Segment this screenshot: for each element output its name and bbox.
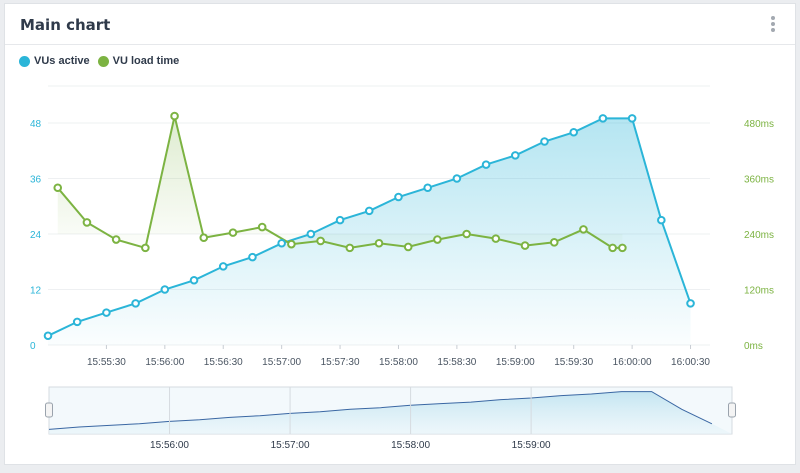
- vu-load-time-area: [57, 116, 623, 248]
- y-left-tick-label: 12: [30, 286, 42, 297]
- vu-load-time-point: [228, 228, 238, 237]
- y-right-tick-label: 240ms: [744, 230, 774, 241]
- legend-item-vu-load-time[interactable]: VU load time: [97, 55, 180, 67]
- vu-load-time-point: [316, 236, 325, 246]
- legend-label-load: VU load time: [112, 55, 180, 67]
- y-left-tick-label: 36: [30, 175, 42, 186]
- vu-load-time-point: [618, 243, 627, 253]
- legend-swatch-vus: [19, 55, 30, 67]
- vus-active-point: [160, 285, 170, 294]
- navigator-tick-label: 15:58:00: [391, 440, 430, 451]
- x-tick-label: 15:58:30: [437, 357, 476, 368]
- vus-active-point: [43, 331, 53, 341]
- vu-load-time-point: [287, 239, 296, 249]
- x-tick-label: 16:00:30: [671, 357, 710, 368]
- vus-active-point: [218, 262, 228, 271]
- header-divider: [5, 44, 795, 45]
- x-tick-label: 15:56:30: [204, 357, 243, 368]
- navigator-tick-label: 15:57:00: [271, 440, 310, 451]
- vus-active-point: [189, 275, 199, 285]
- y-left-tick-label: 24: [30, 230, 42, 241]
- vus-active-point: [72, 317, 82, 327]
- navigator-handle-left[interactable]: [45, 402, 53, 418]
- vu-load-time-point: [141, 243, 150, 253]
- vus-active-point: [452, 174, 462, 183]
- vus-active-point: [364, 206, 374, 216]
- vu-load-time-point: [53, 183, 63, 193]
- vus-active-area: [48, 118, 691, 345]
- chart-legend: VUs active VU load time: [19, 55, 179, 67]
- vus-active-point: [394, 192, 403, 202]
- navigator-area: [49, 391, 732, 434]
- x-tick-label: 15:59:00: [496, 357, 535, 368]
- vu-load-time-point: [403, 242, 413, 252]
- vu-load-time-point: [520, 241, 530, 250]
- vus-active-point: [686, 299, 695, 308]
- vu-load-time-point: [82, 218, 92, 227]
- vu-load-time-point: [199, 233, 209, 242]
- x-tick-label: 15:57:30: [321, 357, 360, 368]
- y-right-tick-label: 0ms: [744, 341, 763, 352]
- vus-active-point: [481, 160, 491, 169]
- vu-load-time-point: [549, 238, 559, 247]
- vus-active-point: [598, 114, 608, 123]
- vus-active-point: [102, 308, 111, 317]
- y-right-tick-label: 120ms: [744, 286, 774, 297]
- navigator-handle-right[interactable]: [728, 402, 736, 418]
- legend-label-vus: VUs active: [34, 55, 90, 67]
- vus-active-point: [423, 183, 432, 193]
- legend-swatch-load: [97, 55, 109, 67]
- vu-load-time-point: [579, 225, 588, 234]
- vu-load-time-point: [462, 229, 471, 239]
- y-left-tick-label: 0: [30, 341, 36, 352]
- vus-active-point: [510, 151, 520, 160]
- x-tick-label: 15:59:30: [554, 357, 593, 368]
- navigator-line: [48, 391, 713, 430]
- y-right-tick-label: 360ms: [744, 175, 774, 186]
- vus-active-point: [657, 215, 666, 225]
- navigator-tick-label: 15:59:00: [512, 440, 551, 451]
- vu-load-time-point: [608, 243, 617, 253]
- vus-active-point: [569, 127, 579, 137]
- vus-active-point: [248, 252, 257, 262]
- x-tick-label: 15:58:00: [379, 357, 418, 368]
- more-options-icon[interactable]: [769, 16, 777, 34]
- vus-active-point: [540, 137, 549, 146]
- vu-load-time-point: [345, 243, 355, 253]
- vus-active-point: [131, 299, 140, 308]
- legend-item-vus-active[interactable]: VUs active: [19, 55, 90, 67]
- vu-load-time-point: [170, 111, 179, 121]
- vus-active-point: [335, 215, 345, 225]
- x-tick-label: 15:55:30: [87, 357, 126, 368]
- x-tick-label: 15:57:00: [262, 357, 301, 368]
- vus-active-point: [306, 229, 316, 239]
- vus-active-point: [277, 238, 286, 248]
- y-left-tick-label: 48: [30, 119, 42, 130]
- vu-load-time-point: [433, 235, 442, 244]
- vu-load-time-point: [374, 238, 384, 248]
- x-tick-label: 16:00:00: [613, 357, 652, 368]
- vu-load-time-point: [257, 222, 267, 232]
- navigator-tick-label: 15:56:00: [150, 440, 189, 451]
- card-title: Main chart: [20, 16, 111, 34]
- x-tick-label: 15:56:00: [145, 357, 184, 368]
- vu-load-time-point: [111, 235, 121, 244]
- vus-active-point: [627, 114, 637, 123]
- vu-load-time-point: [491, 234, 501, 243]
- y-right-tick-label: 480ms: [744, 119, 774, 130]
